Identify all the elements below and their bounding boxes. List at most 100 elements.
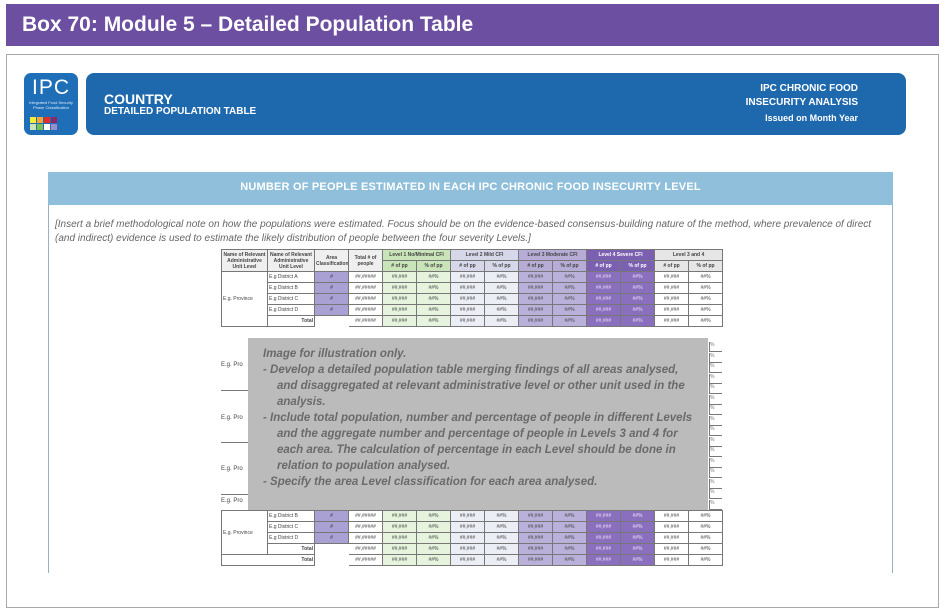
logo-square (44, 124, 50, 130)
row-separator (221, 494, 248, 495)
header-admin-unit-2: Name of Relevant Administrative Unit Lev… (267, 249, 315, 272)
cell-level2-num: ##,### (450, 293, 485, 305)
left-border (48, 205, 49, 573)
cell-level4-num: ##,### (586, 315, 622, 327)
cell-level1-pct: ##% (416, 271, 451, 283)
cell-level34-num: ##,### (654, 521, 689, 533)
population-table: Name of Relevant Administrative Unit Lev… (221, 249, 724, 327)
cell-level1-pct: ##% (416, 293, 451, 305)
methodological-note: [Insert a brief methodological note on h… (55, 219, 872, 244)
blank-cell (314, 543, 349, 555)
header-pct-people: % of pp (688, 260, 724, 272)
right-edge-cell: % (709, 468, 722, 478)
cell-level3-num: ##,### (518, 304, 554, 316)
cell-level3-pct: ##% (552, 554, 587, 566)
section-divider (48, 203, 893, 205)
cell-level2-num: ##,### (450, 304, 485, 316)
area-class-cell: # (314, 532, 349, 544)
area-class-cell: # (314, 521, 349, 533)
cell-level1-pct: ##% (416, 554, 451, 566)
right-edge-cell: % (709, 489, 722, 499)
right-edge-cell: % (709, 478, 722, 489)
right-border (892, 205, 893, 573)
cell-level34-num: ##,### (654, 532, 689, 544)
cell-level2-pct: ##% (483, 315, 520, 327)
district-cell: E.g District D (267, 304, 315, 316)
cell-level4-pct: ##% (620, 271, 656, 283)
district-cell: E.g District B (267, 282, 315, 294)
cell-level4-pct: ##% (620, 282, 656, 294)
illustration-heading: Image for illustration only. (263, 348, 407, 360)
header-total-people: Total # of people (348, 249, 383, 272)
district-cell: E.g District D (267, 532, 315, 544)
cell-level34-num: ##,### (654, 304, 690, 316)
cell-level34-pct: ##% (688, 293, 724, 305)
logo-square (30, 117, 36, 123)
cell-level4-num: ##,### (586, 282, 622, 294)
illustration-bullet: Develop a detailed population table merg… (263, 362, 694, 410)
cell-level3-pct: ##% (552, 510, 587, 522)
cell-level2-pct: ##% (483, 271, 520, 283)
area-class-cell: # (314, 282, 349, 294)
analysis-title-line1: IPC CHRONIC FOOD (760, 83, 858, 94)
total-people-cell: ##,##### (348, 554, 383, 566)
cell-level3-pct: ##% (552, 315, 588, 327)
cell-level2-pct: ##% (484, 554, 519, 566)
province-cell: E.g. Province (221, 271, 268, 327)
cell-level3-pct: ##% (552, 543, 587, 555)
logo-square (51, 117, 57, 123)
logo-square (30, 124, 36, 130)
total-label: Total (267, 543, 315, 555)
total-people-cell: ##,##### (348, 543, 383, 555)
analysis-title: IPC CHRONIC FOOD INSECURITY ANALYSIS Iss… (746, 82, 858, 126)
cell-level4-pct: ##% (620, 543, 655, 555)
box-title: Box 70: Module 5 – Detailed Population T… (6, 4, 939, 46)
district-cell: E.g District B (267, 510, 315, 522)
right-edge-cell: % (709, 499, 722, 510)
cell-level3-pct: ##% (552, 304, 588, 316)
cell-level34-pct: ##% (688, 543, 723, 555)
header-level-3-and-4: Level 3 and 4 (654, 249, 724, 261)
cell-level2-num: ##,### (450, 521, 485, 533)
cell-level1-num: ##,### (382, 315, 417, 327)
province-cell-partial: E.g. Pro (221, 362, 243, 368)
header-level-2: Level 2 Mild CFI (449, 249, 520, 261)
logo-letters: IPC (31, 76, 70, 99)
cell-level1-num: ##,### (382, 554, 417, 566)
right-edge-cell: % (709, 415, 722, 426)
population-table-bottom: E.g. Province E.g District B # ##,##### ##,#… (221, 510, 723, 566)
cell-level1-pct: ##% (416, 532, 451, 544)
right-edge-cell: % (709, 426, 722, 436)
header-num-people: # of pp (586, 260, 622, 272)
right-edge-cell: % (709, 373, 722, 384)
area-class-cell: # (314, 510, 349, 522)
cell-level1-num: ##,### (382, 543, 417, 555)
cell-level3-pct: ##% (552, 271, 588, 283)
table-row: E.g District C # ##,##### ##,### ##% ##,### ##… (222, 293, 724, 305)
cell-level4-num: ##,### (586, 543, 621, 555)
table-row: E.g District C # ##,##### ##,### ##% ##,### ##… (222, 521, 723, 533)
cell-level3-num: ##,### (518, 543, 553, 555)
total-label: Total (267, 315, 315, 327)
logo-square (51, 124, 57, 130)
cell-level1-num: ##,### (382, 282, 417, 294)
province-cell-partial: E.g. Pro (221, 415, 243, 421)
total-people-cell: ##,##### (348, 282, 383, 294)
header-pct-people: % of pp (620, 260, 656, 272)
cell-level4-num: ##,### (586, 521, 621, 533)
cell-level4-num: ##,### (586, 304, 622, 316)
right-edge-cell: % (709, 342, 722, 352)
cell-level3-num: ##,### (518, 293, 554, 305)
cell-level34-pct: ##% (688, 282, 724, 294)
row-separator (221, 442, 248, 443)
cell-level2-pct: ##% (484, 521, 519, 533)
header-subtitle: DETAILED POPULATION TABLE (104, 106, 257, 117)
cell-level1-pct: ##% (416, 315, 451, 327)
logo-square (37, 124, 43, 130)
table-row: E.g District D # ##,##### ##,### ##% ##,### ##… (222, 532, 723, 544)
table-row: E.g. Province E.g District B # ##,##### ##,#… (221, 510, 723, 555)
cell-level34-num: ##,### (654, 293, 690, 305)
header-num-people: # of pp (382, 260, 417, 272)
right-edge-cell: % (709, 447, 722, 457)
cell-level1-num: ##,### (382, 293, 417, 305)
